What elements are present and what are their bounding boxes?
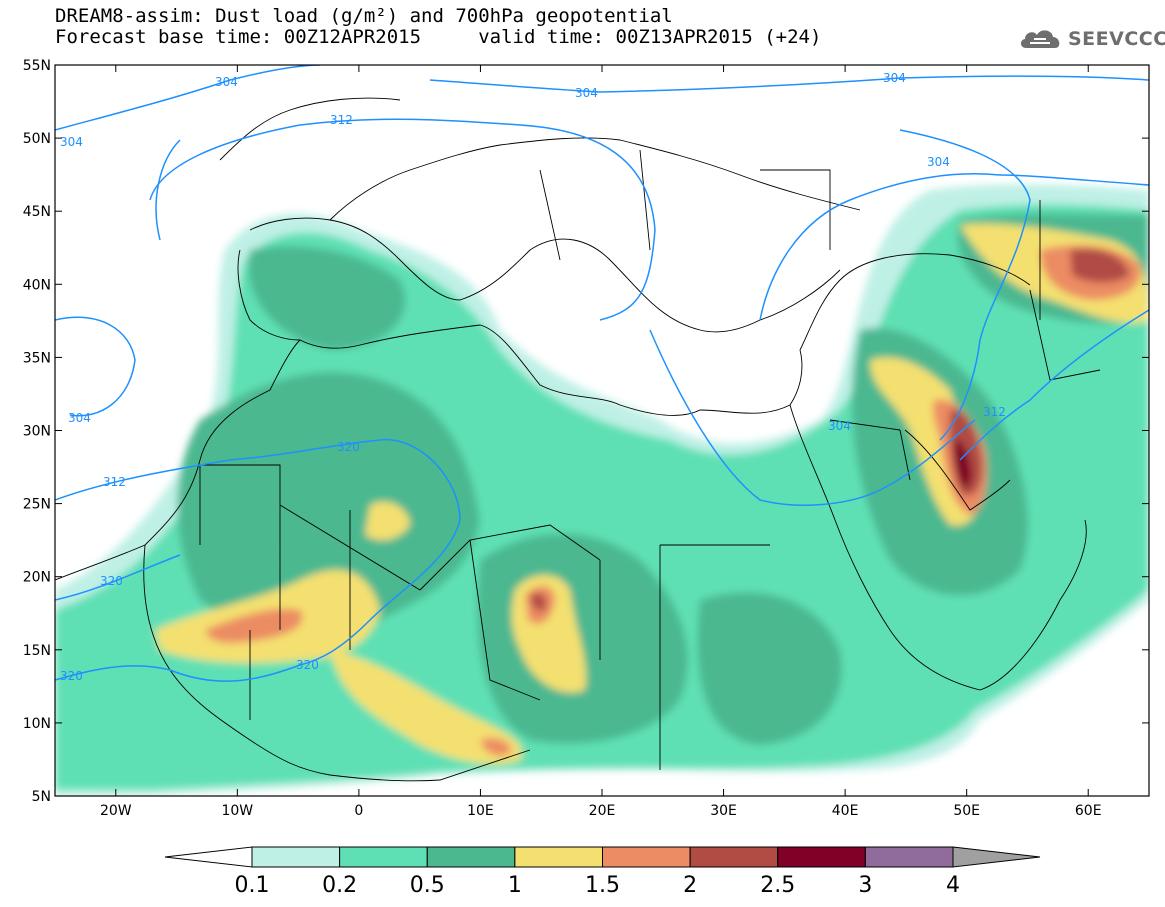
- svg-text:304: 304: [828, 419, 851, 433]
- colorbar-segment: [339, 846, 428, 868]
- svg-text:304: 304: [60, 135, 83, 149]
- svg-text:304: 304: [883, 71, 906, 85]
- colorbar-segment: [777, 846, 866, 868]
- colorbar-label: 3: [858, 873, 872, 898]
- colorbar-label: 0.2: [322, 873, 357, 898]
- lat-tick-label: 30N: [23, 424, 51, 440]
- lon-tick-label: 20W: [100, 803, 132, 819]
- colorbar-label: 0.5: [410, 873, 445, 898]
- colorbar-label: 4: [946, 873, 960, 898]
- lat-tick-label: 10N: [23, 716, 51, 732]
- coastlines: [55, 97, 1101, 782]
- logo-text: SEEVCCC: [1068, 28, 1165, 50]
- map-title: DREAM8-assim: Dust load (g/m²) and 700hP…: [55, 5, 673, 27]
- colorbar-segment: [952, 846, 1041, 868]
- colorbar-segment: [602, 846, 691, 868]
- geopotential-contours: [55, 65, 1149, 682]
- lon-tick-label: 60E: [1075, 803, 1102, 819]
- lat-tick-label: 20N: [23, 570, 51, 586]
- longitude-axis: 20W 10W 0 10E 20E 30E 40E 50E 60E: [100, 65, 1102, 819]
- colorbar-segment: [514, 846, 603, 868]
- svg-text:304: 304: [575, 86, 598, 100]
- svg-text:320: 320: [337, 440, 360, 454]
- colorbar-segment: [164, 846, 253, 868]
- lat-tick-label: 45N: [23, 204, 51, 220]
- colorbar-label: 2: [683, 873, 697, 898]
- lat-tick-label: 5N: [32, 789, 51, 805]
- contour-labels: 304 304 304 312 304 304 304 320 312 312 …: [60, 71, 1006, 683]
- colorbar-segment: [251, 846, 341, 868]
- svg-text:320: 320: [60, 669, 83, 683]
- forecast-time: Forecast base time: 00Z12APR2015 valid t…: [55, 26, 822, 48]
- svg-text:304: 304: [927, 155, 950, 169]
- lon-tick-label: 10W: [221, 803, 253, 819]
- lon-tick-label: 30E: [710, 803, 737, 819]
- svg-text:312: 312: [330, 113, 353, 127]
- lat-tick-label: 40N: [23, 277, 51, 293]
- svg-text:312: 312: [983, 405, 1006, 419]
- latitude-axis: 5N 10N 15N 20N 25N 30N 35N 40N 45N 50N 55N: [23, 58, 1149, 805]
- lon-tick-label: 0: [354, 803, 363, 819]
- colorbar-labels: 0.1 0.2 0.5 1 1.5 2 2.5 3 4: [235, 873, 961, 898]
- colorbar-segment: [689, 846, 779, 868]
- lon-tick-label: 40E: [832, 803, 859, 819]
- svg-text:320: 320: [100, 574, 123, 588]
- colorbar-label: 2.5: [760, 873, 795, 898]
- colorbar: [164, 846, 1041, 868]
- dust-field: [55, 65, 1149, 796]
- lat-tick-label: 50N: [23, 131, 51, 147]
- lon-tick-label: 20E: [589, 803, 616, 819]
- lon-tick-label: 50E: [953, 803, 980, 819]
- lat-tick-label: 15N: [23, 643, 51, 659]
- svg-text:312: 312: [103, 475, 126, 489]
- lat-tick-label: 25N: [23, 497, 51, 513]
- colorbar-segment: [864, 846, 954, 868]
- svg-text:304: 304: [68, 411, 91, 425]
- colorbar-label: 0.1: [235, 873, 270, 898]
- cloud-logo-icon: [1020, 30, 1060, 48]
- colorbar-segment: [426, 846, 516, 868]
- colorbar-label: 1.5: [585, 873, 620, 898]
- colorbar-label: 1: [508, 873, 522, 898]
- lat-tick-label: 35N: [23, 350, 51, 366]
- lon-tick-label: 10E: [467, 803, 494, 819]
- svg-text:304: 304: [215, 75, 238, 89]
- seevccc-logo: SEEVCCC: [1018, 24, 1165, 54]
- lat-tick-label: 55N: [23, 58, 51, 74]
- svg-text:320: 320: [296, 658, 319, 672]
